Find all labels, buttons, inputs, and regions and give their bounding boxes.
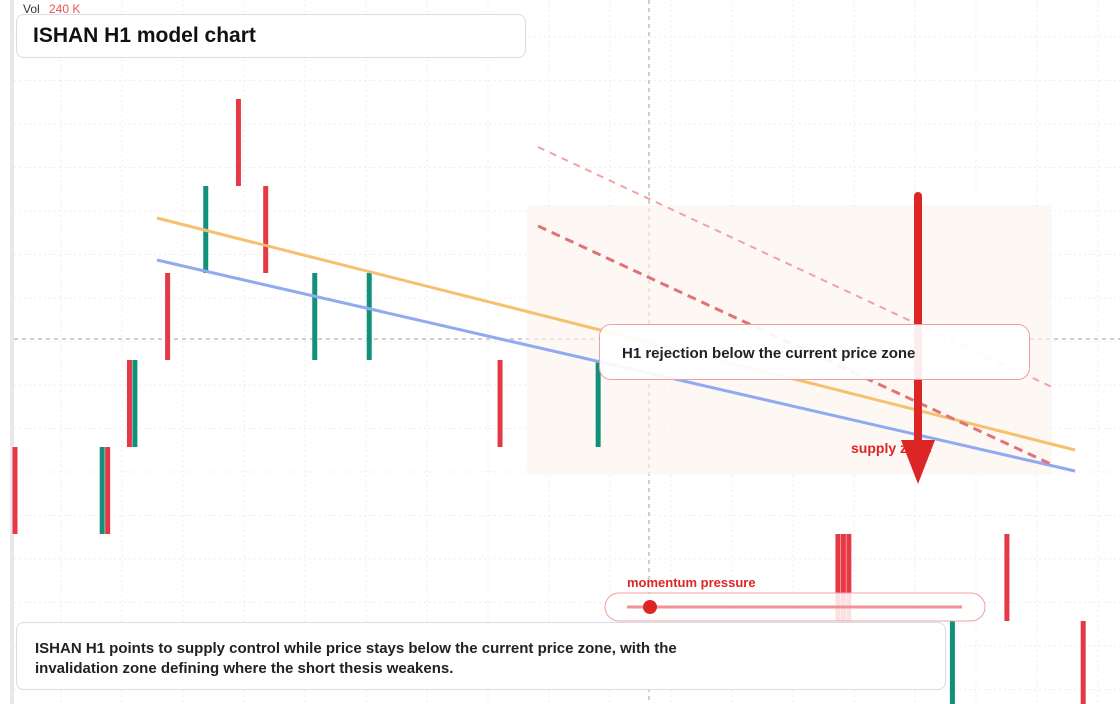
caption-text: ISHAN H1 points to supply control while … [35,640,677,677]
title-box: ISHAN H1 model chart [16,14,526,58]
candle [165,273,171,360]
caption-box: ISHAN H1 points to supply control while … [16,622,946,690]
left-strip [10,0,14,704]
down-arrow-head [901,440,935,484]
candle [595,360,601,447]
candle [99,447,105,534]
slider-knob [643,600,657,614]
candle [12,447,18,534]
candle [126,360,132,447]
momentum-label: momentum pressure [627,575,756,590]
candle [132,360,138,447]
candle [263,186,269,273]
candle [105,447,111,534]
candle [840,534,846,621]
candle [312,273,318,360]
candle [1004,534,1010,621]
candle [949,621,955,704]
channel-line [537,224,1056,468]
candle [835,534,841,621]
candle [235,99,241,186]
rejection-note: H1 rejection below the current price zon… [599,324,1030,380]
volume-value: 240 K [49,2,80,16]
candle [846,534,852,621]
candle [1080,621,1086,704]
volume-label: Vol [23,2,40,16]
candle [366,273,372,360]
candle [497,360,503,447]
supply-label: supply zone [851,440,932,456]
